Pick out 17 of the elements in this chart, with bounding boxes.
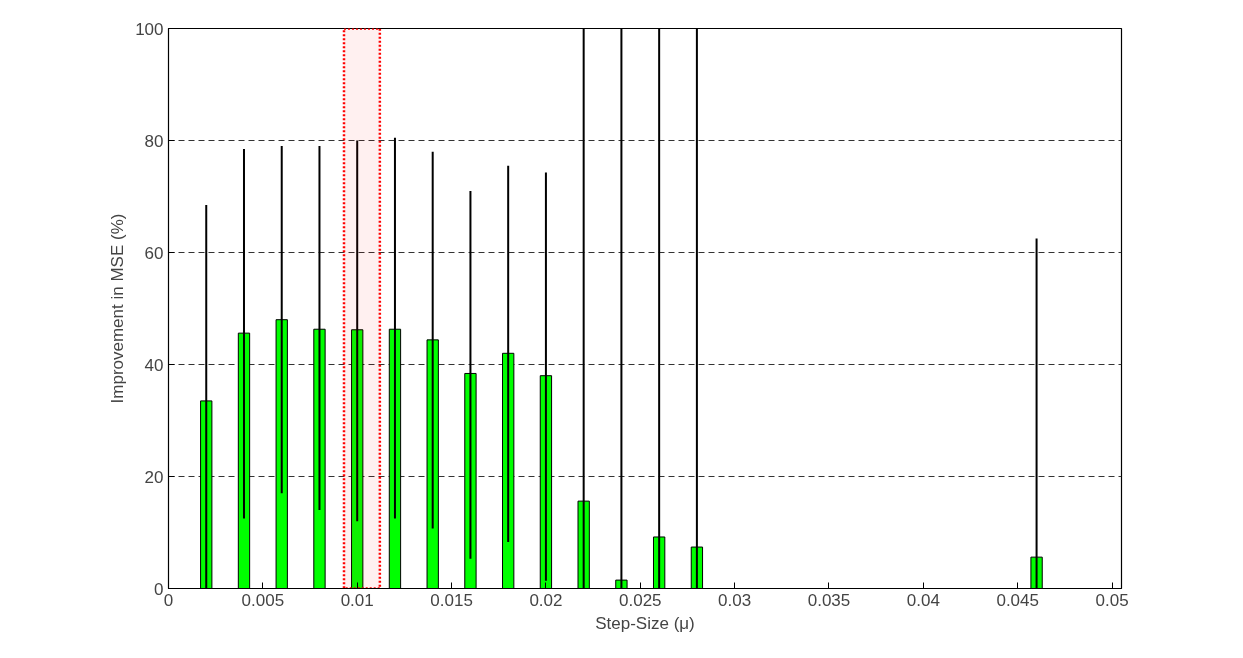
x-tick-label: 0.02 <box>529 590 563 610</box>
y-tick-label: 60 <box>144 243 164 263</box>
x-tick-label: 0.05 <box>1095 590 1129 610</box>
x-tick-label: 0.045 <box>996 590 1039 610</box>
y-tick-label: 80 <box>144 131 164 151</box>
x-axis-title: Step-Size (μ) <box>595 613 695 633</box>
y-tick-label: 100 <box>135 19 164 39</box>
x-tick-label: 0.015 <box>430 590 473 610</box>
y-tick-label: 20 <box>144 467 164 487</box>
x-tick-label: 0.01 <box>340 590 374 610</box>
x-tick-label: 0.03 <box>718 590 752 610</box>
x-tick-label: 0.035 <box>807 590 851 610</box>
y-axis-title: Improvement in MSE (%) <box>108 213 128 404</box>
x-tick-label: 0.025 <box>619 590 662 610</box>
x-tick-label: 0.005 <box>241 590 285 610</box>
y-tick-label: 40 <box>144 355 164 375</box>
x-tick-label: 0.04 <box>906 590 940 610</box>
